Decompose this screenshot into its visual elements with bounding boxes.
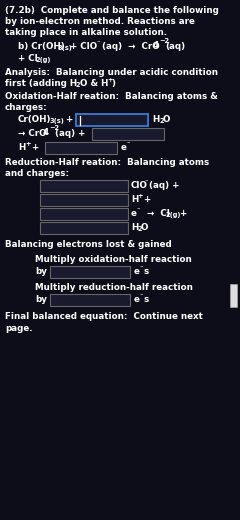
Text: 2: 2 <box>159 118 164 124</box>
Text: +: + <box>107 77 113 83</box>
Text: page.: page. <box>5 324 33 333</box>
Text: +: + <box>177 209 187 218</box>
Text: taking place in alkaline solution.: taking place in alkaline solution. <box>5 28 167 37</box>
Text: charges:: charges: <box>5 103 48 112</box>
Text: (aq): (aq) <box>165 42 185 51</box>
Text: by: by <box>35 267 47 276</box>
Text: ⁻: ⁻ <box>127 141 131 147</box>
Text: s: s <box>143 267 148 276</box>
Bar <box>92 128 164 140</box>
Text: 3(s): 3(s) <box>58 45 73 51</box>
Text: e: e <box>131 209 137 218</box>
Text: ⁻: ⁻ <box>137 207 140 213</box>
Text: 4: 4 <box>153 41 159 50</box>
Text: O: O <box>163 115 170 124</box>
Text: by: by <box>35 295 47 304</box>
Bar <box>50 294 130 306</box>
Text: → CrO: → CrO <box>18 129 47 138</box>
Text: ClO: ClO <box>131 181 148 190</box>
Text: by ion-electron method. Reactions are: by ion-electron method. Reactions are <box>5 17 195 26</box>
Text: e: e <box>134 295 140 304</box>
Text: +: + <box>141 195 151 204</box>
Text: −2: −2 <box>159 38 169 44</box>
Text: Multiply oxidation-half reaction: Multiply oxidation-half reaction <box>35 255 192 264</box>
Bar <box>40 222 128 234</box>
Text: H: H <box>131 195 138 204</box>
Text: ⁻: ⁻ <box>97 40 101 46</box>
Text: −2: −2 <box>49 125 59 131</box>
Text: + Cl: + Cl <box>18 54 38 63</box>
Text: O & H: O & H <box>80 79 108 88</box>
Text: b) Cr(OH): b) Cr(OH) <box>18 42 65 51</box>
Text: (7.2b)  Complete and balance the following: (7.2b) Complete and balance the followin… <box>5 6 219 15</box>
Text: H: H <box>131 223 138 232</box>
Text: 2: 2 <box>76 82 81 88</box>
Text: Multiply reduction-half reaction: Multiply reduction-half reaction <box>35 283 193 292</box>
Text: Final balanced equation:  Continue next: Final balanced equation: Continue next <box>5 312 203 321</box>
Text: (aq)  →  CrO: (aq) → CrO <box>102 42 160 51</box>
Text: ⁻: ⁻ <box>140 265 144 271</box>
Bar <box>40 194 128 206</box>
Text: ⁻: ⁻ <box>145 179 149 185</box>
Text: +: + <box>63 115 73 124</box>
Text: Analysis:  Balancing under acidic condition: Analysis: Balancing under acidic conditi… <box>5 68 218 77</box>
Text: +: + <box>137 193 143 199</box>
Bar <box>40 180 128 192</box>
Text: Reduction-Half reation:  Balancing atoms: Reduction-Half reation: Balancing atoms <box>5 158 209 167</box>
Text: (aq) +: (aq) + <box>149 181 179 190</box>
Text: 2(g): 2(g) <box>36 57 52 63</box>
Text: and charges:: and charges: <box>5 169 69 178</box>
Text: H: H <box>152 115 159 124</box>
Text: ): ) <box>111 79 115 88</box>
Bar <box>76 114 148 126</box>
Text: 2: 2 <box>137 226 142 232</box>
Bar <box>45 142 117 154</box>
Text: Cr(OH): Cr(OH) <box>18 115 52 124</box>
Text: →  Cl: → Cl <box>141 209 170 218</box>
Text: +: + <box>29 143 39 152</box>
Text: e: e <box>134 267 140 276</box>
Text: 4: 4 <box>43 128 49 137</box>
Text: O: O <box>141 223 149 232</box>
Text: Balancing electrons lost & gained: Balancing electrons lost & gained <box>5 240 172 249</box>
Text: 2(g): 2(g) <box>165 212 180 218</box>
FancyBboxPatch shape <box>230 284 238 307</box>
Text: +: + <box>25 141 30 147</box>
Text: ⁻: ⁻ <box>140 293 144 299</box>
Text: H: H <box>18 143 25 152</box>
Text: s: s <box>143 295 148 304</box>
Text: first (adding H: first (adding H <box>5 79 77 88</box>
Bar <box>50 266 130 278</box>
Text: 3(s): 3(s) <box>50 118 65 124</box>
Text: + ClO: + ClO <box>70 42 97 51</box>
Text: Oxidation-Half reation:  Balancing atoms &: Oxidation-Half reation: Balancing atoms … <box>5 92 218 101</box>
Text: e: e <box>121 143 127 152</box>
Text: (aq) +: (aq) + <box>55 129 85 138</box>
Bar <box>40 208 128 220</box>
